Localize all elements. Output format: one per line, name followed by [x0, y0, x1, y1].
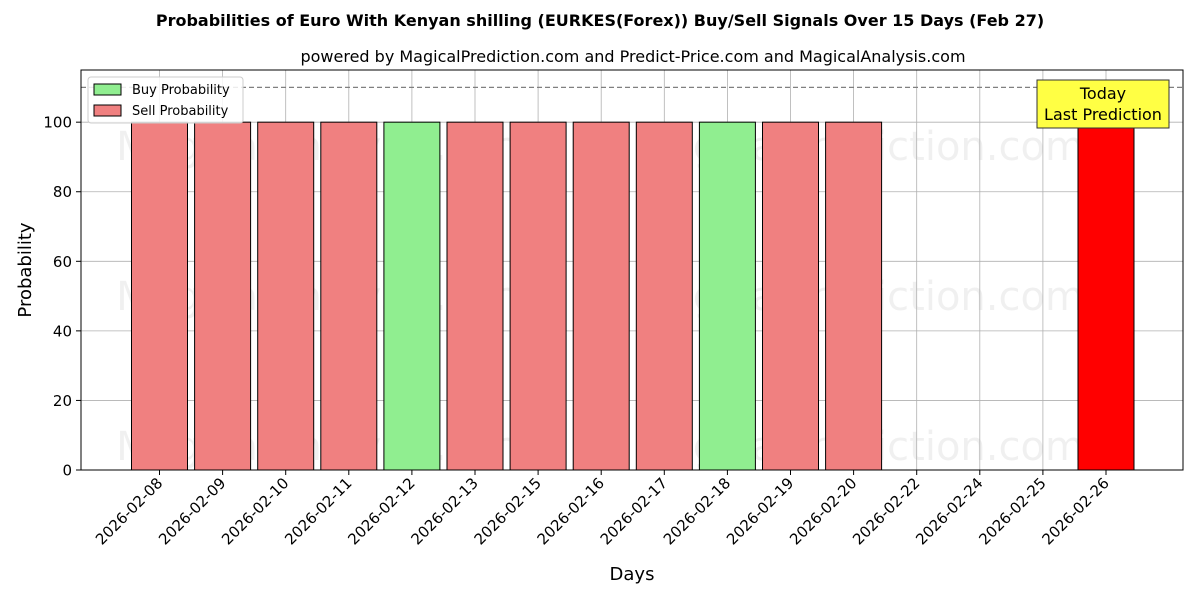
y-tick-label: 60: [53, 253, 72, 271]
x-axis-label: Days: [610, 564, 655, 585]
chart-subtitle: powered by MagicalPrediction.com and Pre…: [300, 47, 965, 66]
x-tick-label: 2026-02-22: [849, 474, 923, 548]
x-tick-label: 2026-02-19: [723, 474, 797, 548]
annotation-box: [1036, 79, 1170, 129]
x-tick-label: 2026-02-24: [912, 474, 986, 548]
x-tick-label: 2026-02-20: [786, 474, 860, 548]
x-tick-label: 2026-02-26: [1038, 474, 1112, 548]
x-tick-label: 2026-02-09: [155, 474, 229, 548]
bar-sell: [572, 121, 630, 471]
y-ticks: 0 20 40 60 80 100: [43, 114, 81, 480]
x-tick-label: 2026-02-12: [344, 474, 418, 548]
bar-buy: [698, 121, 756, 471]
bar-sell: [635, 121, 693, 471]
bar-sell: [825, 121, 883, 471]
bar-buy: [383, 121, 441, 471]
plot-frame: [80, 69, 1184, 471]
bar-today: [1077, 121, 1135, 471]
x-tick-label: 2026-02-13: [407, 474, 481, 548]
y-tick-label: 0: [62, 462, 72, 480]
x-tick-label: 2026-02-25: [975, 474, 1049, 548]
x-tick-label: 2026-02-15: [471, 474, 545, 548]
x-tick-label: 2026-02-16: [534, 474, 608, 548]
y-tick-label: 100: [43, 114, 72, 132]
chart-title: Probabilities of Euro With Kenyan shilli…: [156, 11, 1044, 30]
bar-sell: [257, 121, 315, 471]
x-tick-label: 2026-02-18: [660, 474, 734, 548]
today-annotation: Today Last Prediction: [1036, 79, 1170, 129]
annotation-line: Last Prediction: [1044, 105, 1162, 124]
annotation-line: Today: [1079, 84, 1126, 103]
legend-label: Buy Probability: [132, 83, 230, 98]
y-tick-label: 40: [53, 322, 72, 340]
legend-swatch: [93, 104, 122, 117]
x-tick-label: 2026-02-11: [281, 474, 355, 548]
y-tick-label: 80: [53, 183, 72, 201]
bar-sell: [194, 121, 252, 471]
bar-sell: [131, 121, 188, 471]
bar-sell: [509, 121, 567, 471]
legend-swatch: [93, 83, 122, 96]
bar-sell: [762, 121, 819, 471]
bars: [131, 121, 1135, 471]
legend: Buy Probability Sell Probability: [87, 76, 244, 124]
x-tick-label: 2026-02-17: [597, 474, 671, 548]
bar-sell: [446, 121, 504, 471]
y-tick-label: 20: [53, 392, 72, 410]
y-axis-label: Probability: [15, 222, 36, 317]
legend-box: [87, 76, 244, 124]
bar-sell: [320, 121, 378, 471]
x-ticks: 2026-02-082026-02-092026-02-102026-02-11…: [92, 470, 1113, 548]
x-tick-label: 2026-02-10: [218, 474, 292, 548]
legend-label: Sell Probability: [132, 104, 229, 119]
x-tick-label: 2026-02-08: [92, 474, 166, 548]
